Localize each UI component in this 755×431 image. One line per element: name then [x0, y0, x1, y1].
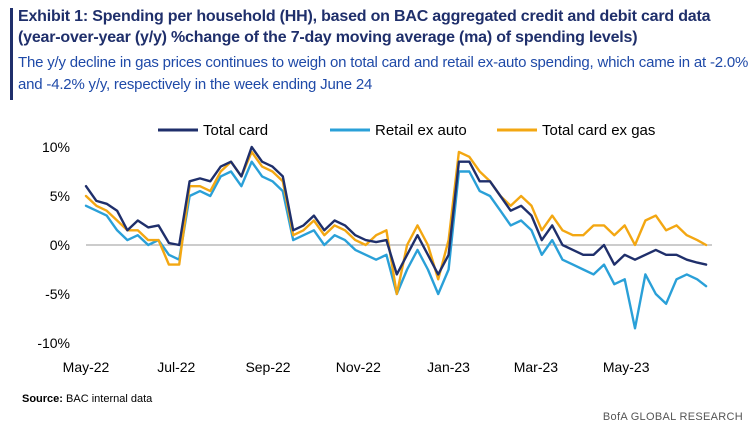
source-label: Source:	[22, 393, 63, 405]
brand-footer: BofA GLOBAL RESEARCH	[602, 411, 743, 423]
x-tick-label: Jan-23	[427, 359, 470, 375]
chart-subtitle: The y/y decline in gas prices continues …	[18, 54, 749, 93]
y-tick-label: 0%	[50, 237, 70, 253]
source-text: BAC internal data	[66, 393, 153, 405]
y-tick-label: 10%	[42, 139, 70, 155]
y-tick-label: -5%	[45, 286, 70, 302]
y-tick-label: 5%	[50, 188, 70, 204]
x-tick-label: Mar-23	[514, 359, 559, 375]
x-tick-label: Sep-22	[245, 359, 290, 375]
legend-label: Total card ex gas	[542, 122, 655, 139]
chart-title: Exhibit 1: Spending per household (HH), …	[18, 8, 711, 46]
source-note: Source: BAC internal data	[22, 393, 152, 405]
x-tick-label: May-22	[63, 359, 110, 375]
x-tick-label: May-23	[603, 359, 650, 375]
series-line-total-card	[84, 145, 708, 276]
y-tick-label: -10%	[37, 335, 70, 351]
title-accent-bar	[10, 8, 13, 100]
legend-label: Total card	[203, 122, 268, 139]
x-tick-label: Jul-22	[157, 359, 195, 375]
legend-label: Retail ex auto	[375, 122, 467, 139]
line-chart: 10% 5% 0% -5% -10% May-22 Jul-22 Sep-22 Nov-22 Ja…	[37, 122, 712, 375]
x-tick-label: Nov-22	[336, 359, 381, 375]
